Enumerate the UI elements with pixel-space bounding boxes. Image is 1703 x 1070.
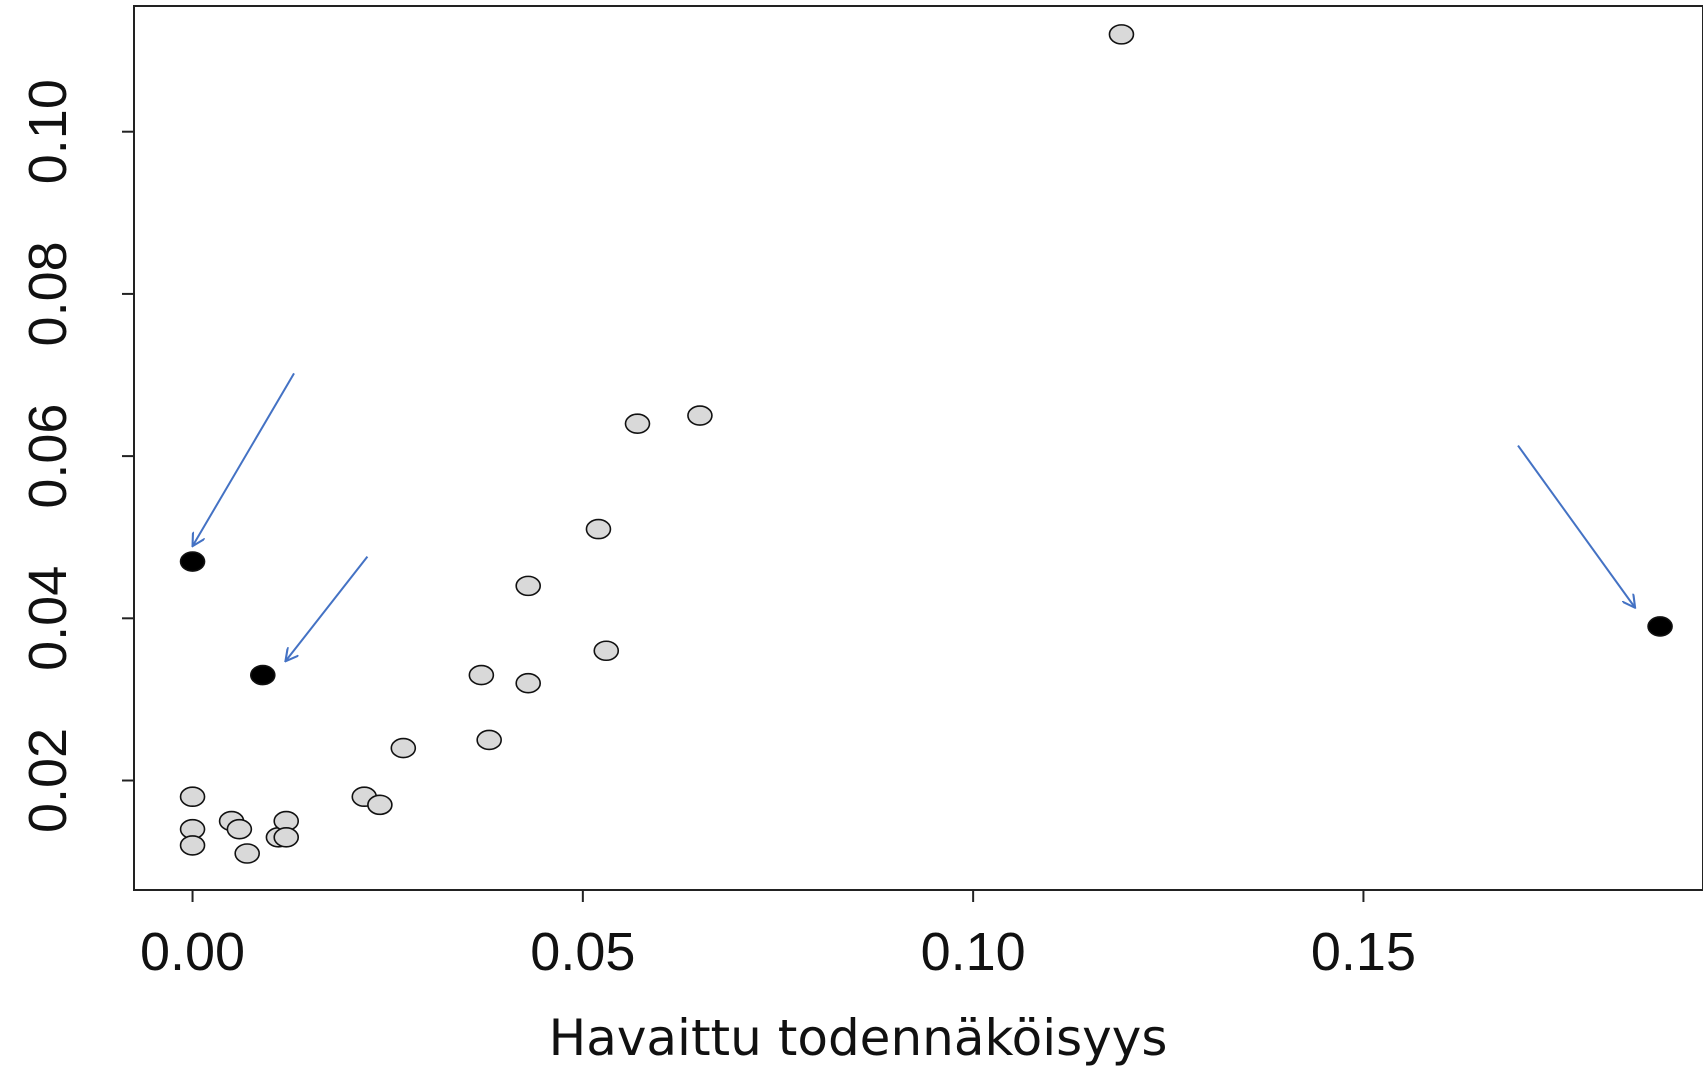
data-point [476, 729, 502, 751]
x-tick-label: 0.10 [921, 922, 1026, 982]
data-point [515, 672, 542, 694]
highlighted-data-point [1647, 616, 1673, 637]
highlighted-data-point [249, 664, 276, 686]
annotation-arrows [193, 372, 1636, 662]
x-tick-label: 0.15 [1311, 922, 1416, 982]
plot-frame [133, 5, 1703, 891]
x-axis: 0.00 0.05 0.10 0.15 [140, 889, 1416, 982]
highlighted-data-point [179, 551, 206, 572]
data-point [367, 794, 393, 816]
data-point [1108, 24, 1135, 45]
x-axis-title: Havaittu todennäköisyys [549, 1009, 1168, 1067]
data-point [234, 843, 260, 864]
x-tick-label: 0.00 [140, 922, 245, 982]
y-axis: 0.02 0.04 0.06 0.08 0.10 [18, 79, 135, 833]
data-point [585, 518, 612, 540]
y-tick-label: 0.04 [18, 566, 78, 671]
y-tick-label: 0.10 [18, 79, 78, 184]
y-tick-label: 0.06 [18, 404, 78, 509]
data-point [179, 835, 206, 856]
data-point [179, 786, 206, 808]
data-point [226, 818, 253, 840]
data-point [593, 640, 620, 662]
data-point [468, 664, 495, 686]
data-point [687, 405, 713, 426]
annotation-arrow [193, 372, 295, 546]
y-tick-label: 0.08 [18, 241, 78, 346]
data-point [624, 413, 651, 434]
annotation-arrow [1517, 444, 1635, 608]
y-tick-label: 0.02 [18, 728, 78, 833]
annotation-arrow [285, 556, 369, 662]
data-point [515, 575, 542, 597]
data-point [390, 737, 417, 759]
data-points [179, 24, 1673, 864]
data-point [273, 826, 300, 848]
x-tick-label: 0.05 [530, 922, 635, 982]
